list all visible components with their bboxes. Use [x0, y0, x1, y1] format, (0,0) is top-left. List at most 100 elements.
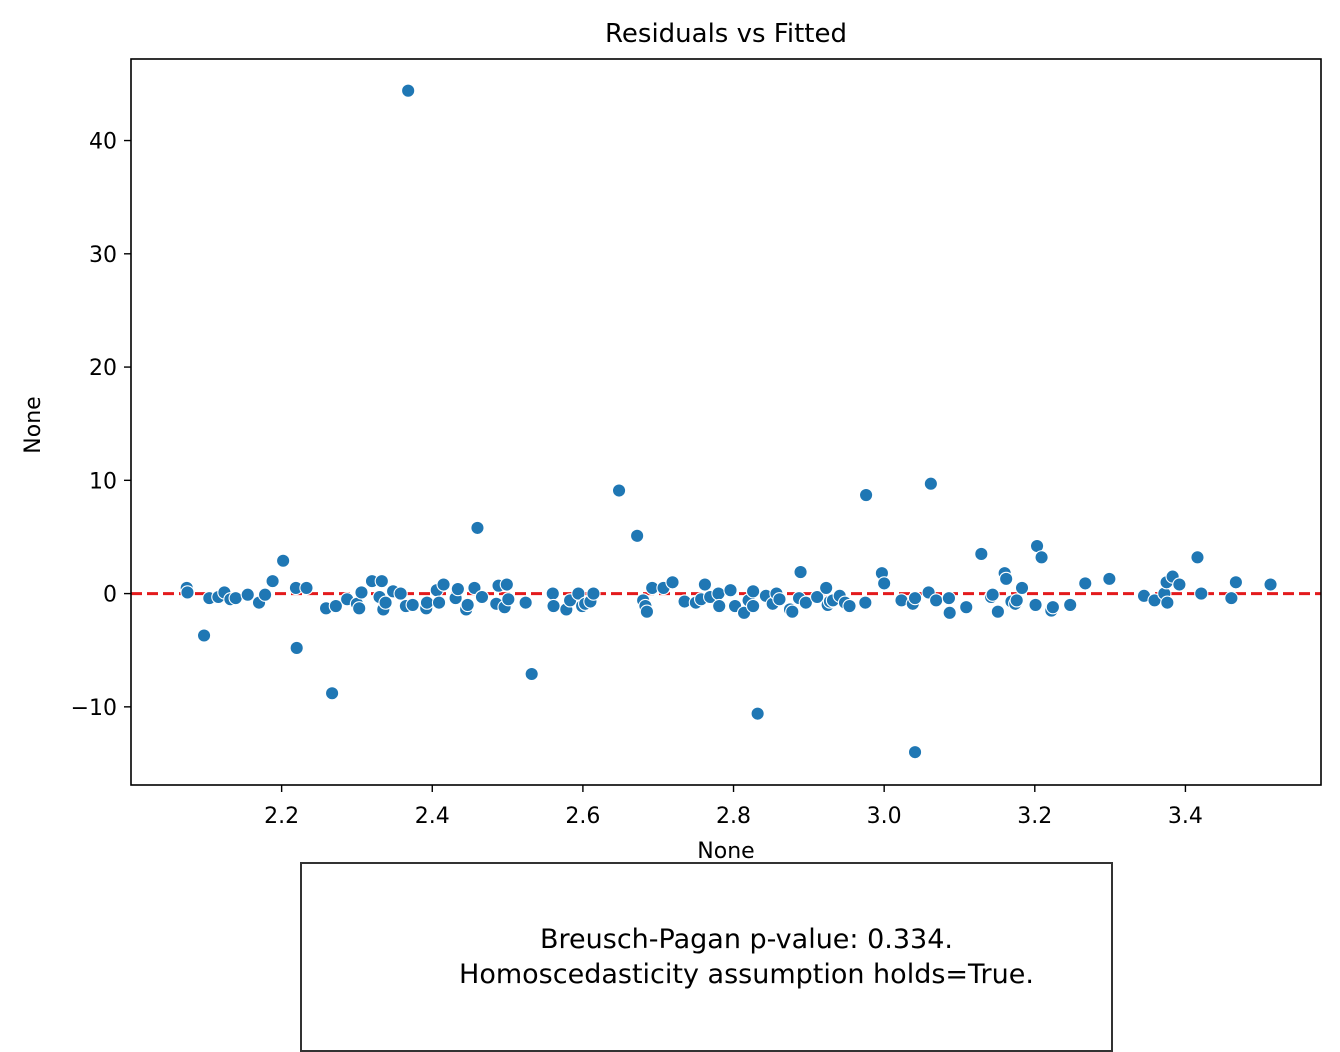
y-axis: −10 0 10 20 30 40	[71, 130, 131, 721]
test-result-box: Breusch-Pagan p-value: 0.334. Homoscedas…	[300, 862, 1113, 1052]
chart-title: Residuals vs Fitted	[605, 19, 847, 49]
data-point	[518, 595, 533, 610]
data-point	[639, 604, 655, 619]
y-tick-label: 0	[103, 583, 117, 608]
data-point	[228, 590, 243, 606]
data-point	[842, 598, 857, 614]
data-point	[629, 528, 645, 543]
plot-frame	[130, 58, 1322, 786]
y-tick-label: 10	[89, 469, 117, 494]
data-point	[257, 587, 273, 602]
data-point	[712, 598, 727, 614]
data-point	[697, 577, 713, 592]
data-point	[907, 590, 923, 606]
data-point	[1028, 597, 1043, 613]
data-point	[723, 583, 738, 598]
data-point	[959, 600, 974, 615]
data-point	[354, 585, 369, 600]
data-point	[1034, 550, 1049, 565]
y-tick-label: 20	[89, 356, 117, 381]
test-result-text: Breusch-Pagan p-value: 0.334. Homoscedas…	[302, 922, 1111, 992]
data-point	[196, 628, 212, 643]
data-point	[401, 83, 416, 98]
data-point	[974, 546, 989, 562]
x-tick-label: 3.4	[1168, 804, 1203, 829]
data-point	[436, 577, 451, 592]
data-point	[819, 580, 834, 596]
data-point	[289, 640, 304, 656]
data-point	[499, 577, 514, 592]
y-axis-label: None	[21, 396, 46, 453]
data-point	[809, 589, 825, 605]
data-point	[1063, 597, 1078, 613]
data-point	[501, 592, 516, 607]
data-point	[928, 593, 944, 608]
data-point	[858, 595, 873, 610]
data-point	[907, 745, 923, 760]
data-point	[942, 605, 957, 620]
data-point	[1009, 593, 1024, 608]
x-tick-label: 2.8	[716, 804, 751, 829]
data-point	[470, 520, 485, 536]
data-point	[328, 598, 344, 614]
data-point	[858, 487, 874, 503]
data-point	[419, 595, 435, 610]
data-point	[941, 590, 957, 606]
data-point	[793, 564, 808, 580]
data-point	[1102, 571, 1117, 587]
data-point	[1190, 550, 1205, 565]
data-point	[546, 598, 561, 614]
x-tick-label: 2.2	[264, 804, 299, 829]
data-point	[324, 686, 340, 701]
data-point	[1014, 580, 1030, 596]
data-point	[299, 580, 314, 596]
data-point	[460, 597, 475, 613]
y-tick-label: −10	[71, 696, 117, 721]
data-point	[1194, 586, 1209, 601]
data-point	[180, 585, 195, 600]
data-point	[374, 573, 389, 589]
data-point	[431, 595, 447, 610]
data-point	[1045, 600, 1061, 615]
data-point	[990, 604, 1006, 619]
y-tick-label: 40	[89, 130, 117, 155]
data-point	[265, 573, 280, 589]
data-point	[798, 595, 813, 610]
data-point	[474, 589, 490, 605]
data-point	[750, 706, 765, 721]
data-point	[393, 586, 408, 601]
data-point	[1263, 577, 1278, 592]
homoscedasticity-line: Homoscedasticity assumption holds=True.	[459, 959, 1034, 990]
data-point	[1228, 575, 1244, 590]
data-point	[545, 586, 560, 601]
data-point	[785, 604, 800, 619]
x-axis-label: None	[697, 839, 754, 862]
data-point	[275, 553, 291, 568]
data-point	[1224, 590, 1239, 606]
data-point	[772, 592, 787, 607]
data-point	[985, 587, 1000, 602]
data-point	[240, 587, 255, 602]
data-point	[352, 601, 367, 616]
data-point	[1172, 577, 1187, 592]
residuals-scatter-chart: Residuals vs Fitted 2.2 2.4 2.6 2.8 3.0 3.2 3.…	[21, 19, 1322, 862]
x-tick-label: 2.6	[565, 804, 600, 829]
x-tick-label: 3.0	[867, 804, 902, 829]
y-tick-label: 30	[89, 243, 117, 268]
data-point	[586, 586, 601, 601]
breusch-pagan-line: Breusch-Pagan p-value: 0.334.	[540, 924, 953, 955]
data-point	[1078, 576, 1093, 591]
data-point	[611, 483, 627, 498]
data-point	[665, 575, 680, 590]
data-point	[378, 595, 393, 610]
data-point	[711, 586, 726, 601]
data-point	[999, 571, 1014, 587]
data-point	[745, 584, 761, 599]
data-point	[877, 576, 892, 591]
data-point	[923, 476, 939, 491]
data-point	[524, 666, 539, 682]
data-points	[179, 83, 1278, 760]
x-tick-label: 3.2	[1017, 804, 1052, 829]
data-point	[450, 581, 466, 597]
data-point	[1160, 595, 1175, 610]
